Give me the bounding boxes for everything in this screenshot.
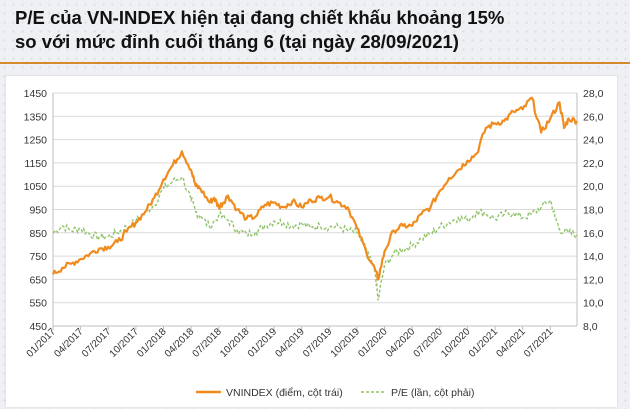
y-left-tick-label: 1250 <box>24 135 48 147</box>
x-tick-label: 01/2021 <box>467 326 501 360</box>
plot-frame <box>52 93 578 327</box>
series-lines <box>51 96 578 301</box>
y-right-tick-label: 10,0 <box>583 298 604 310</box>
legend: VNINDEX (điểm, cột trái) P/E (lần, cột ph… <box>196 387 474 399</box>
y-right-tick-label: 28,0 <box>583 88 604 100</box>
x-tick-label: 07/2018 <box>191 326 225 360</box>
y-right-tick-label: 20,0 <box>583 181 604 193</box>
legend-pe-label: P/E (lần, cột phải) <box>391 387 474 399</box>
x-tick-label: 04/2021 <box>494 326 528 360</box>
chart-card: 1450 1350 1250 1150 1050 950 850 750 650 550 450 2… <box>6 76 617 407</box>
pe-vnindex-chart: 1450 1350 1250 1150 1050 950 850 750 650 550 450 2… <box>24 88 604 399</box>
y-right-tick-label: 14,0 <box>583 251 604 263</box>
y-axis-left-labels: 1450 1350 1250 1150 1050 950 850 750 650 550 450 <box>24 88 48 333</box>
x-axis-labels: 01/201704/201707/201710/201701/201804/20… <box>25 326 556 360</box>
x-tick-label: 07/2020 <box>412 326 446 360</box>
x-tick-label: 04/2020 <box>384 326 418 360</box>
y-left-tick-label: 450 <box>29 321 47 333</box>
page-title: P/E của VN-INDEX hiện tại đang chiết khấ… <box>15 6 615 54</box>
y-axis-right-labels: 28,0 26,0 24,0 22,0 20,0 18,0 16,0 14,0 12,0 10,0… <box>583 88 604 333</box>
y-left-tick-label: 1150 <box>24 158 47 170</box>
y-left-tick-label: 650 <box>29 274 47 286</box>
y-left-tick-label: 550 <box>29 298 47 310</box>
gridlines <box>53 92 577 327</box>
y-right-tick-label: 8,0 <box>583 321 598 333</box>
x-tick-label: 07/2021 <box>522 326 556 360</box>
x-tick-label: 10/2017 <box>108 326 142 360</box>
y-left-tick-label: 1050 <box>24 181 48 193</box>
title-line-2: so với mức đỉnh cuối tháng 6 (tại ngày 2… <box>15 31 459 52</box>
x-tick-label: 01/2020 <box>356 326 390 360</box>
y-left-tick-label: 1450 <box>24 88 48 100</box>
y-left-tick-label: 1350 <box>24 111 48 123</box>
x-tick-label: 07/2019 <box>301 326 335 360</box>
y-right-tick-label: 22,0 <box>583 158 604 170</box>
title-line-1: P/E của VN-INDEX hiện tại đang chiết khấ… <box>15 7 505 28</box>
y-right-tick-label: 24,0 <box>583 135 604 147</box>
x-tick-label: 01/2018 <box>135 326 169 360</box>
x-tick-label: 04/2018 <box>163 326 197 360</box>
x-tick-label: 07/2017 <box>80 326 114 360</box>
y-left-tick-label: 750 <box>29 251 47 263</box>
y-right-tick-label: 18,0 <box>583 205 604 217</box>
y-right-tick-label: 16,0 <box>583 228 604 240</box>
y-left-tick-label: 850 <box>29 228 47 240</box>
vnindex-series-line <box>51 96 578 281</box>
y-right-tick-label: 12,0 <box>583 274 604 286</box>
x-tick-label: 04/2019 <box>273 326 307 360</box>
x-tick-label: 10/2020 <box>439 326 473 360</box>
x-tick-label: 01/2019 <box>246 326 280 360</box>
y-left-tick-label: 950 <box>29 205 47 217</box>
x-tick-label: 10/2018 <box>218 326 252 360</box>
x-tick-label: 10/2019 <box>329 326 363 360</box>
x-tick-label: 04/2017 <box>52 326 86 360</box>
legend-vnindex-label: VNINDEX (điểm, cột trái) <box>226 387 343 399</box>
y-right-tick-label: 26,0 <box>583 111 604 123</box>
pe-series-line <box>52 175 578 301</box>
title-divider <box>0 62 630 64</box>
